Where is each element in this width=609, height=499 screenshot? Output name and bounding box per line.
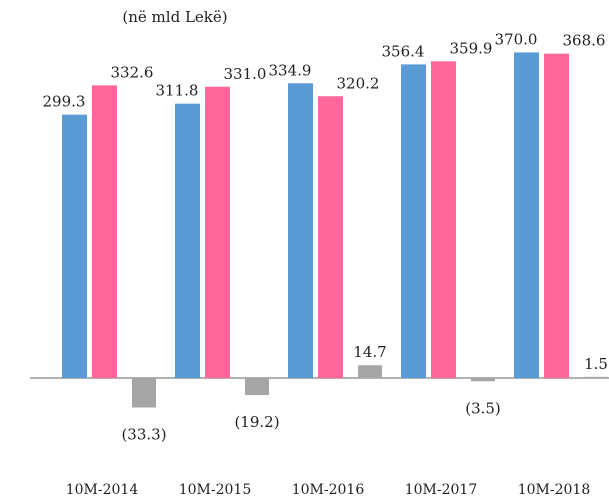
value-label: (19.2) xyxy=(234,413,279,431)
bar xyxy=(431,61,456,379)
bar xyxy=(471,378,495,382)
value-label: 299.3 xyxy=(43,93,86,111)
x-tick-label: 10M-2015 xyxy=(179,482,252,498)
bar xyxy=(92,85,117,379)
bar xyxy=(132,378,156,408)
bar xyxy=(514,52,539,379)
bar xyxy=(175,103,200,379)
x-tick-label: 10M-2014 xyxy=(66,482,139,498)
value-label: 359.9 xyxy=(450,39,493,57)
value-label: 14.7 xyxy=(353,343,386,361)
bar xyxy=(62,114,87,379)
bar xyxy=(544,53,569,379)
value-label: 331.0 xyxy=(224,65,267,83)
bar xyxy=(584,376,608,379)
value-label: (3.5) xyxy=(465,399,501,417)
value-label: 368.6 xyxy=(563,32,606,50)
bar xyxy=(358,365,382,379)
value-label: 370.0 xyxy=(495,30,538,48)
value-label: 356.4 xyxy=(382,42,425,60)
x-tick-label: 10M-2016 xyxy=(292,482,365,498)
value-label: 320.2 xyxy=(337,74,380,92)
value-label: 332.6 xyxy=(111,63,154,81)
x-tick-label: 10M-2018 xyxy=(518,482,591,498)
value-label: (33.3) xyxy=(121,425,166,443)
chart-title: (në mld Lekë) xyxy=(122,8,227,26)
bar xyxy=(401,64,426,379)
x-tick-label: 10M-2017 xyxy=(405,482,478,498)
bar xyxy=(288,83,313,379)
bar xyxy=(318,96,343,379)
value-label: 311.8 xyxy=(156,82,199,100)
bar xyxy=(245,378,269,396)
value-label: 1.5 xyxy=(584,355,608,373)
value-label: 334.9 xyxy=(269,61,312,79)
bar xyxy=(205,86,230,379)
